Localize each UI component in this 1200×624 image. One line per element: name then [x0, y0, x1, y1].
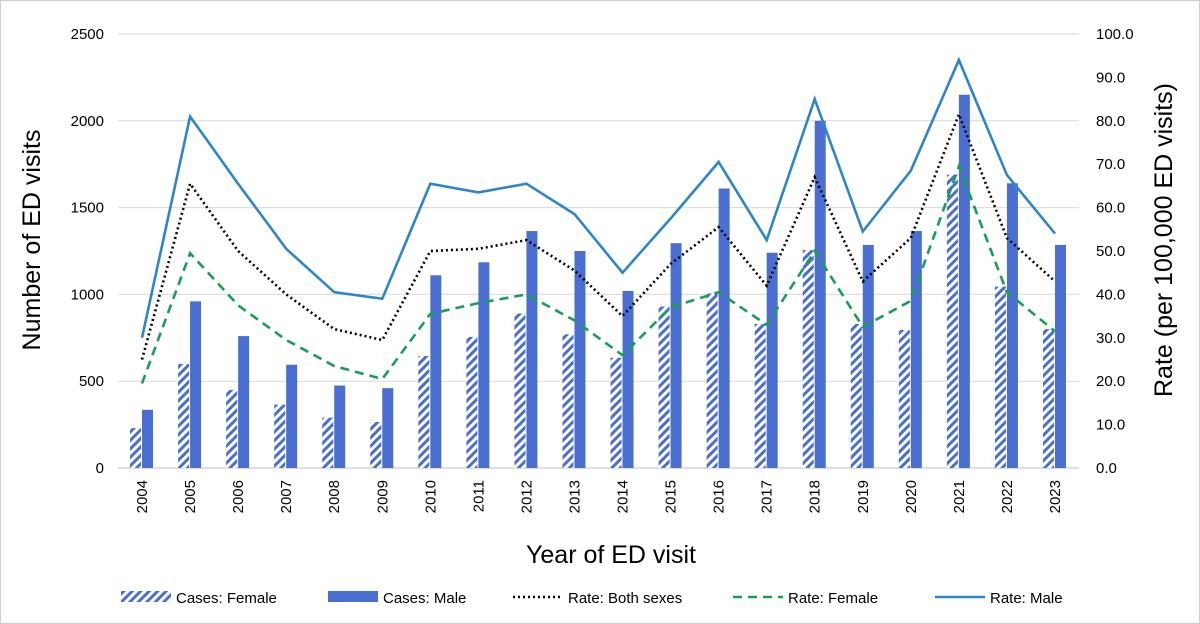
bar-cases-female [706, 293, 718, 468]
y2-tick-label: 40.0 [1096, 286, 1125, 303]
legend-label-cases-male: Cases: Male [383, 590, 466, 607]
legend: Cases: Female Cases: Male Rate: Both sex… [121, 590, 1063, 607]
x-tick-label: 2023 [1047, 480, 1064, 513]
x-axis-title: Year of ED visit [526, 541, 696, 569]
legend-label-cases-female: Cases: Female [176, 590, 277, 607]
y2-tick-label: 20.0 [1096, 373, 1125, 390]
x-tick-label: 2020 [903, 480, 920, 513]
x-tick-label: 2005 [182, 480, 199, 513]
bar-series [130, 94, 1066, 469]
bar-cases-male [382, 388, 394, 468]
legend-label-rate-both: Rate: Both sexes [568, 590, 682, 607]
bar-cases-male [430, 275, 442, 468]
bar-cases-female [322, 417, 334, 468]
y-tick-label: 1500 [71, 200, 104, 217]
x-tick-label: 2012 [518, 480, 535, 513]
y-axis-title: Number of ED visits [18, 130, 46, 351]
bar-cases-male [238, 336, 250, 468]
bar-cases-female [1042, 329, 1054, 468]
y2-tick-label: 80.0 [1096, 113, 1125, 130]
bar-cases-female [418, 356, 430, 468]
y2-axis-title: Rate (per 100,000 ED visits) [1150, 83, 1178, 397]
bar-cases-male [814, 120, 826, 469]
x-tick-label: 2022 [999, 480, 1016, 513]
bar-cases-female [994, 286, 1006, 468]
legend-label-rate-male: Rate: Male [990, 590, 1063, 607]
bar-cases-male [1054, 244, 1066, 468]
bar-cases-male [958, 94, 970, 468]
bar-cases-female [754, 323, 766, 468]
x-tick-label: 2004 [134, 480, 151, 513]
line-rate-both [140, 110, 1056, 360]
bar-cases-male [622, 290, 634, 468]
x-tick-label: 2016 [711, 480, 728, 513]
y2-tick-label: 10.0 [1096, 417, 1125, 434]
bar-cases-male [286, 364, 298, 468]
bar-cases-male [334, 385, 346, 468]
y2-tick-label: 30.0 [1096, 330, 1125, 347]
y2-tick-label: 100.0 [1096, 26, 1134, 43]
y-tick-label: 0 [96, 460, 104, 477]
y-tick-label: 2500 [71, 26, 104, 43]
bar-cases-male [670, 243, 682, 468]
bar-cases-male [574, 251, 586, 468]
x-tick-label: 2013 [566, 480, 583, 513]
bar-cases-female [178, 363, 190, 468]
bar-cases-female [610, 357, 622, 468]
bar-cases-female [466, 336, 478, 468]
x-tick-label: 2007 [278, 480, 295, 513]
bar-cases-female [274, 404, 286, 468]
bar-cases-male [862, 244, 874, 468]
bar-cases-female [514, 313, 526, 468]
x-tick-label: 2019 [855, 480, 872, 513]
x-tick-label: 2006 [230, 480, 247, 513]
y2-tick-label: 0.0 [1096, 460, 1117, 477]
line-rate-female [140, 162, 1056, 384]
bar-cases-male [142, 409, 154, 468]
bar-cases-male [190, 301, 202, 468]
line-series [140, 56, 1057, 384]
bar-cases-female [898, 329, 910, 468]
x-tick-label: 2017 [759, 480, 776, 513]
legend-label-rate-female: Rate: Female [788, 590, 878, 607]
bar-cases-male [766, 252, 778, 468]
y2-tick-label: 90.0 [1096, 69, 1125, 86]
y2-tick-label: 60.0 [1096, 200, 1125, 217]
bar-cases-female [562, 334, 574, 468]
bar-cases-female [850, 323, 862, 468]
left-axis-ticks: 0 500 1000 1500 2000 2500 [71, 26, 104, 477]
bar-cases-female [658, 306, 670, 468]
bar-cases-male [1006, 183, 1018, 468]
y-tick-label: 2000 [71, 113, 104, 130]
x-tick-label: 2015 [663, 480, 680, 513]
y2-tick-label: 70.0 [1096, 156, 1125, 173]
bar-cases-male [910, 231, 922, 468]
x-tick-label: 2008 [326, 480, 343, 513]
right-axis-ticks: 0.0 10.0 20.0 30.0 40.0 50.0 60.0 70.0 80.0 90.0 1… [1096, 26, 1134, 477]
y2-tick-label: 50.0 [1096, 243, 1125, 260]
x-axis-ticks: 2004 2005 2006 2007 2008 2009 2010 2011 2012 2013… [134, 480, 1064, 513]
x-tick-label: 2009 [374, 480, 391, 513]
bar-cases-female [946, 174, 958, 468]
bar-cases-male [526, 231, 538, 468]
bar-cases-female [226, 389, 238, 468]
x-tick-label: 2021 [951, 480, 968, 513]
gridlines [118, 33, 1079, 469]
bar-cases-female [802, 250, 814, 468]
bar-cases-female [370, 421, 382, 468]
x-tick-label: 2010 [422, 480, 439, 513]
legend-swatch-cases-female [121, 591, 171, 602]
line-rate-male [140, 56, 1057, 339]
x-tick-label: 2018 [807, 480, 824, 513]
x-tick-label: 2014 [615, 480, 632, 513]
bar-cases-male [478, 262, 490, 468]
bar-cases-female [130, 428, 142, 468]
y-tick-label: 1000 [71, 286, 104, 303]
x-tick-label: 2011 [470, 480, 487, 512]
y-tick-label: 500 [79, 373, 104, 390]
bar-cases-male [718, 188, 730, 468]
legend-swatch-cases-male [328, 591, 378, 602]
